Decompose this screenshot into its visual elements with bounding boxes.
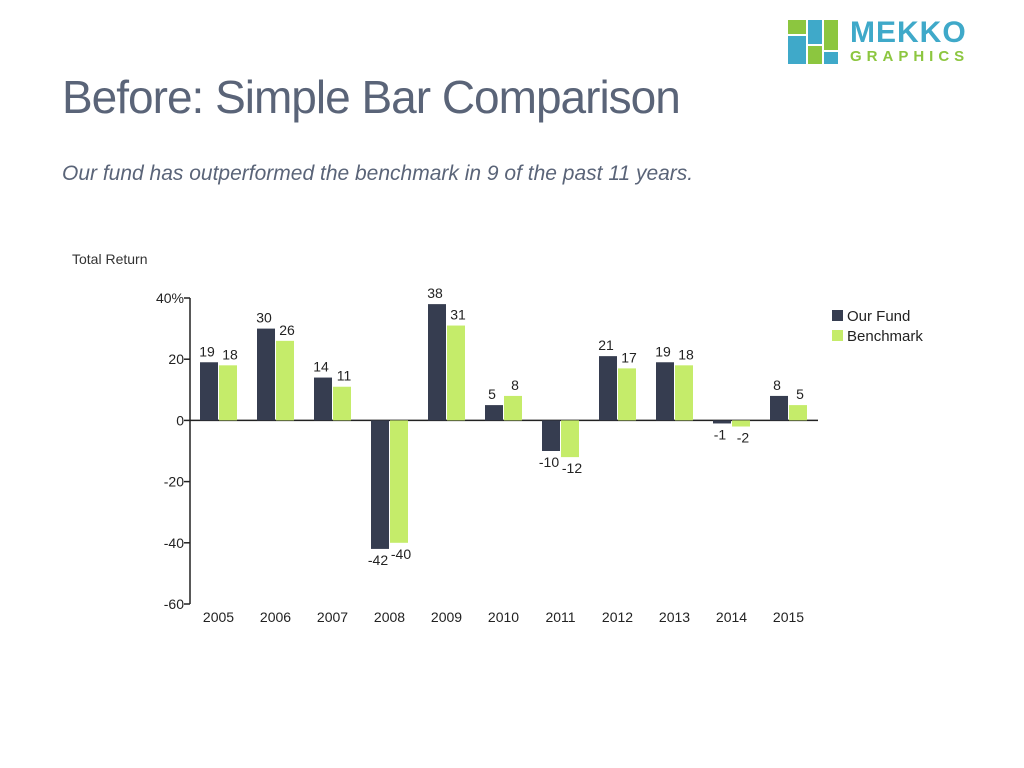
bar-our-fund [314,377,332,421]
bar-our-fund [656,362,674,421]
logo-text-secondary: GRAPHICS [850,48,970,65]
x-tick-label: 2015 [773,609,804,625]
data-label: 8 [511,377,519,393]
bar-benchmark [276,340,294,421]
data-label: 14 [313,359,329,375]
bar-benchmark [561,420,579,458]
x-tick-label: 2012 [602,609,633,625]
bar-our-fund [200,362,218,421]
data-label: -40 [391,546,411,562]
bar-benchmark [675,365,693,421]
y-tick-label: 20 [168,351,184,367]
data-label: -42 [368,552,388,568]
bar-benchmark [789,405,807,421]
data-label: 18 [678,346,694,362]
chart-bars: 2005 19 18 2006 30 26 2007 14 11 2008 -42 -40 2009 38… [199,285,807,625]
x-tick-label: 2008 [374,609,405,625]
x-tick-label: 2007 [317,609,348,625]
bar-benchmark [618,368,636,421]
bar-our-fund [770,395,788,421]
data-label: 5 [488,386,496,402]
y-tick-label: -40 [164,535,184,551]
mekko-logo-icon [788,20,838,64]
data-label: 5 [796,386,804,402]
bar-benchmark [390,420,408,543]
data-label: -12 [562,460,582,476]
bar-benchmark [732,420,750,427]
bar-our-fund [371,420,389,549]
legend-label: Our Fund [847,308,910,325]
data-label: 26 [279,322,295,338]
data-label: 19 [199,343,215,359]
legend-swatch [832,310,843,321]
y-tick-label: 40% [156,290,184,306]
chart-axes: 40% 20 0 -20 -40 -60 [156,290,818,612]
data-label: 19 [655,343,671,359]
y-tick-label: 0 [176,412,184,428]
data-label: 18 [222,346,238,362]
y-tick-label: -60 [164,596,184,612]
y-tick-label: -20 [164,474,184,490]
x-tick-label: 2014 [716,609,747,625]
x-tick-label: 2010 [488,609,519,625]
bar-benchmark [219,365,237,421]
bar-our-fund [485,405,503,421]
data-label: -2 [737,430,750,446]
x-tick-label: 2005 [203,609,234,625]
bar-benchmark [333,386,351,421]
bar-benchmark [447,325,465,421]
legend-label: Benchmark [847,328,923,345]
data-label: 17 [621,349,637,365]
data-label: 30 [256,310,272,326]
bar-our-fund [257,328,275,421]
bar-our-fund [599,356,617,421]
page-title: Before: Simple Bar Comparison [62,71,681,123]
x-tick-label: 2013 [659,609,690,625]
data-label: 8 [773,377,781,393]
bar-our-fund [542,420,560,451]
logo-text-primary: MEKKO [850,16,967,49]
x-tick-label: 2009 [431,609,462,625]
data-label: 21 [598,337,614,353]
data-label: 38 [427,285,443,301]
data-label: 11 [337,368,352,384]
bar-our-fund [428,304,446,421]
bar-benchmark [504,395,522,421]
bar-our-fund [713,420,731,424]
mekko-logo: MEKKO GRAPHICS [788,16,1003,66]
data-label: 31 [450,307,466,323]
x-tick-label: 2006 [260,609,291,625]
y-axis-label: Total Return [72,251,147,267]
data-label: -10 [539,454,559,470]
data-label: -1 [714,426,727,442]
x-tick-label: 2011 [545,609,575,625]
page-subtitle: Our fund has outperformed the benchmark … [62,162,694,185]
chart-legend: Our Fund Benchmark [832,308,923,345]
legend-swatch [832,330,843,341]
